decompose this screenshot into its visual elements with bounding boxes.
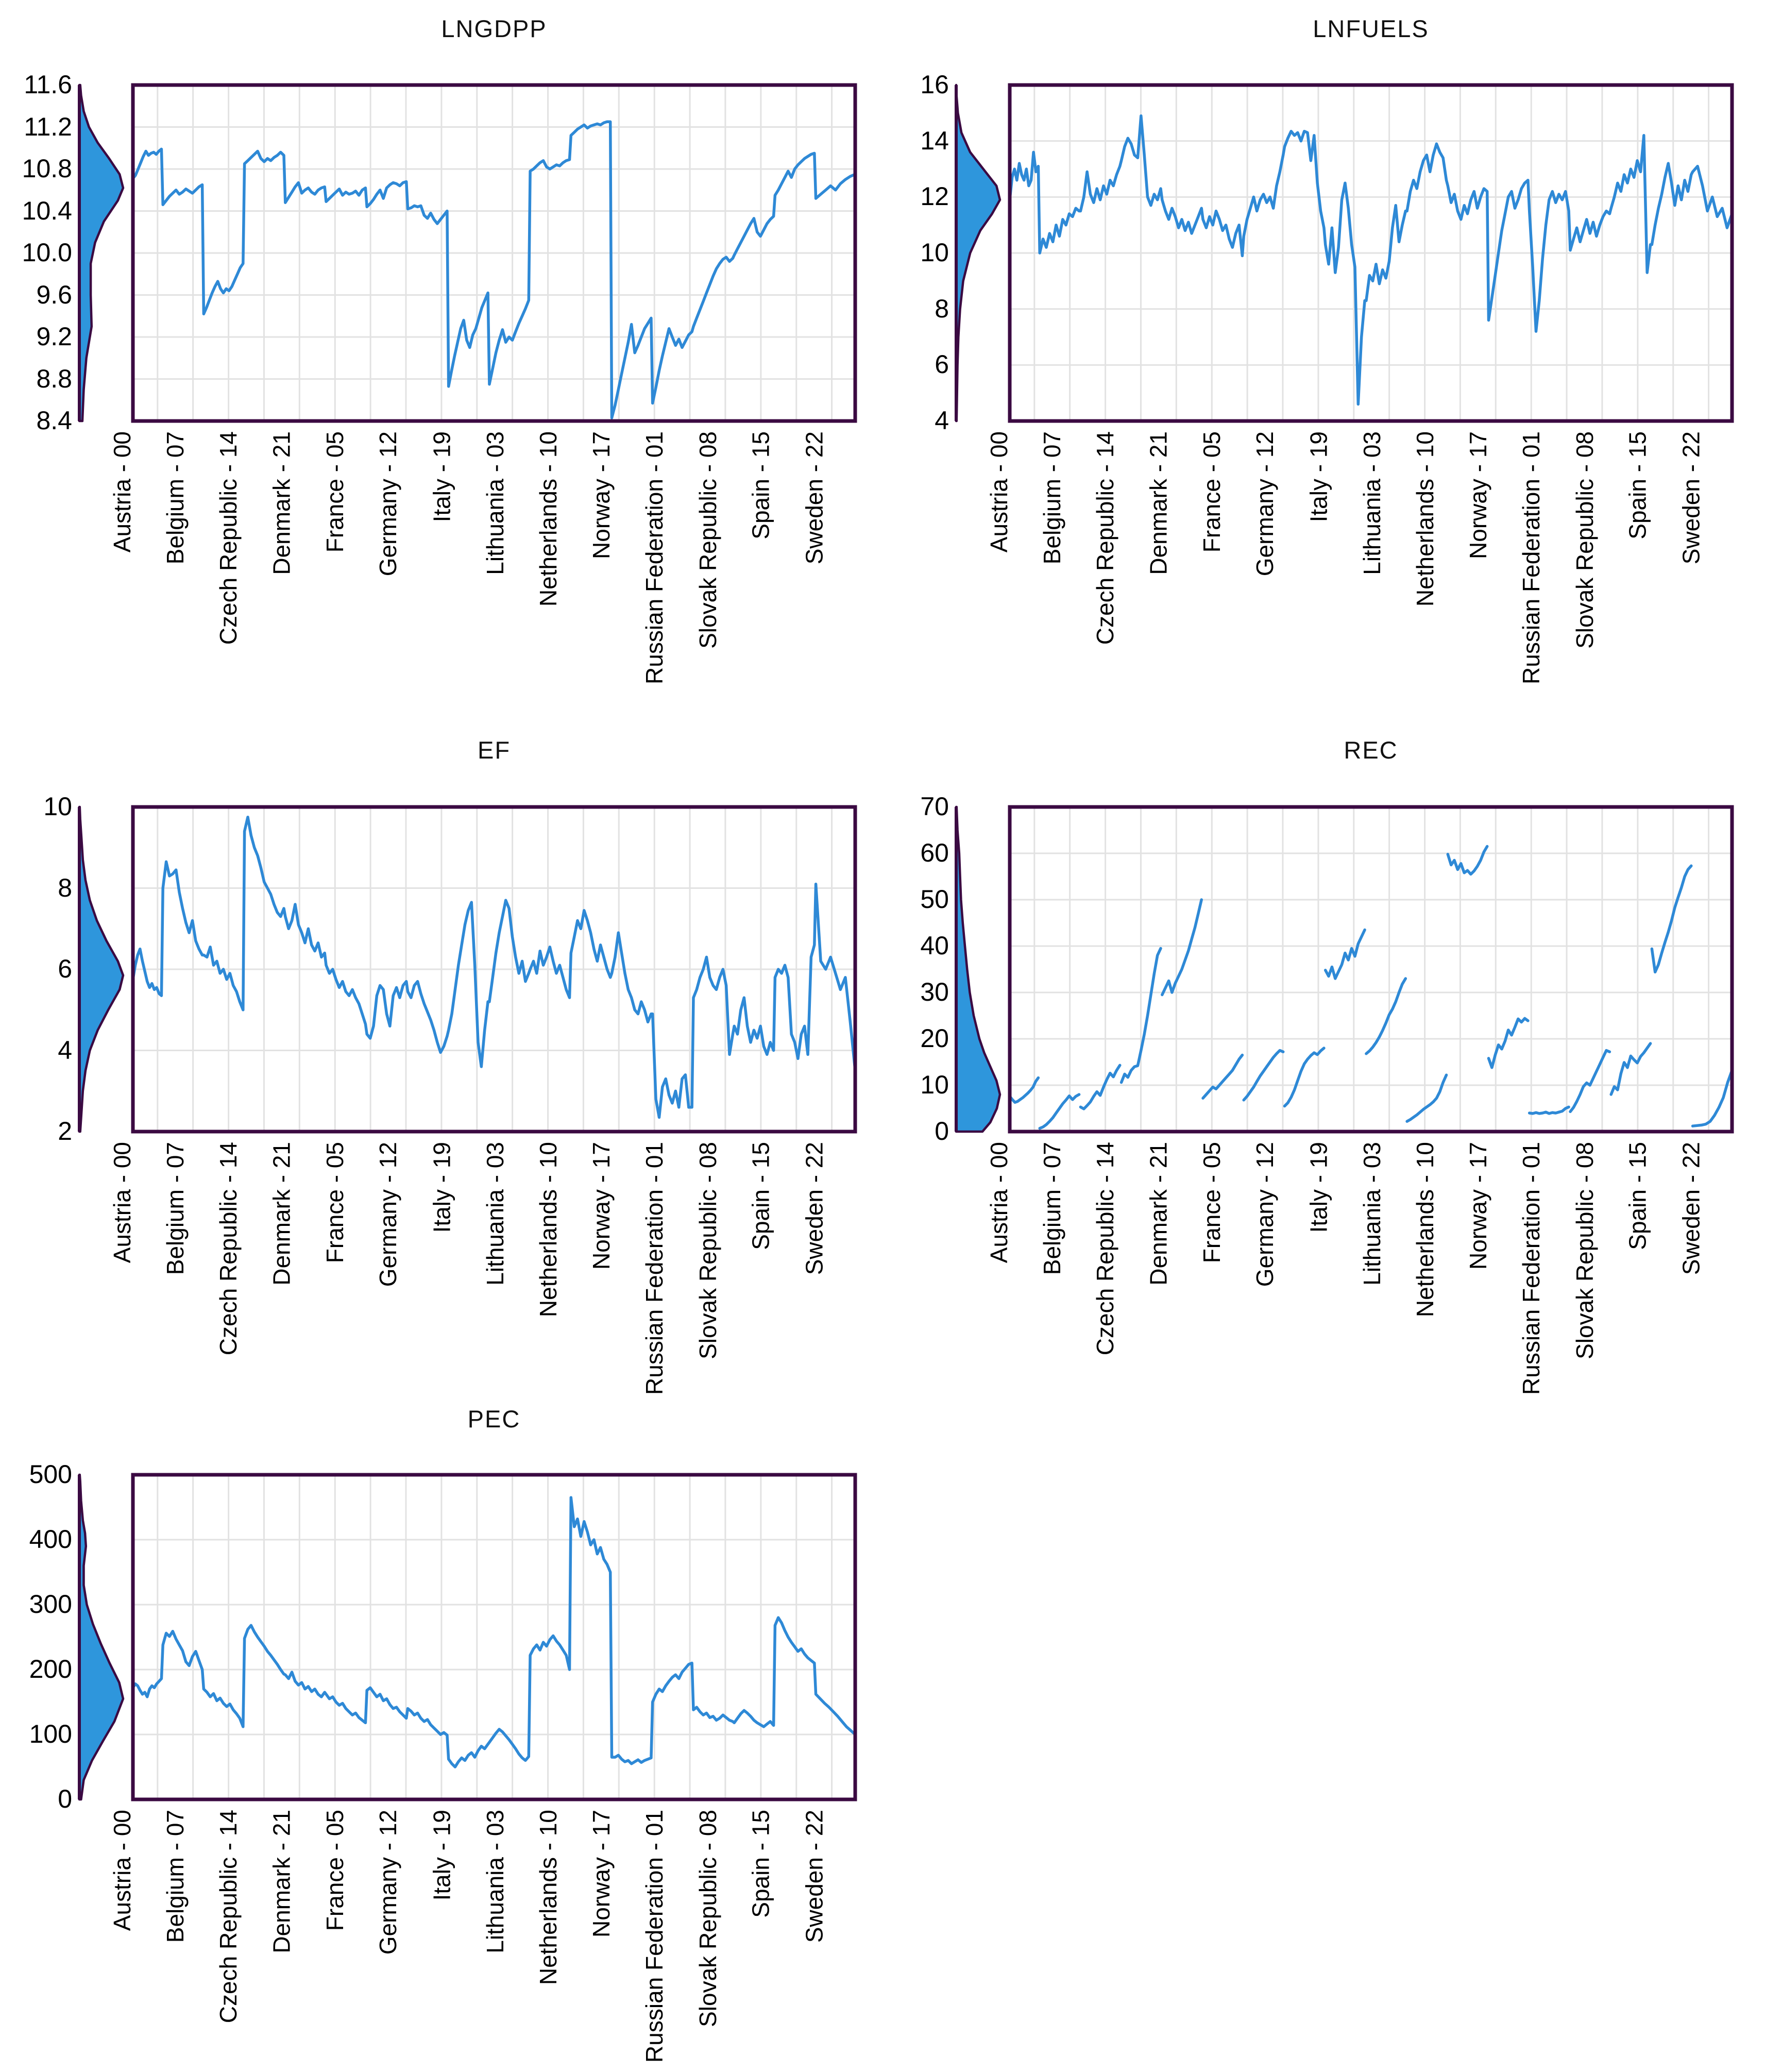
- y-tick-label: 400: [29, 1525, 72, 1554]
- y-tick-label: 30: [920, 978, 949, 1006]
- y-tick-label: 12: [920, 182, 949, 211]
- x-tick-label: Germany - 12: [375, 1810, 402, 1955]
- density-strip: [955, 805, 1002, 1133]
- y-tick-label: 11.2: [24, 112, 72, 141]
- y-tick-label: 8.4: [36, 406, 72, 435]
- y-tick-label: 4: [935, 406, 949, 435]
- y-tick-label: 8.8: [36, 364, 72, 393]
- chart-title-lnfuels: LNFUELS: [1313, 15, 1429, 42]
- x-tick-label: Spain - 15: [747, 1810, 774, 1918]
- chart-title-ef: EF: [477, 736, 511, 764]
- plot-area: [1008, 805, 1734, 1134]
- y-tick-label: 300: [29, 1590, 72, 1619]
- y-tick-label: 4: [58, 1035, 72, 1065]
- plot-area: [131, 1473, 857, 1801]
- chart-title-lngdpp: LNGDPP: [441, 15, 547, 42]
- y-tick-label: 0: [935, 1117, 949, 1146]
- y-tick-label: 6: [935, 350, 949, 379]
- y-tick-label: 20: [920, 1024, 949, 1053]
- density-strip: [78, 805, 125, 1133]
- y-tick-label: 10: [920, 238, 949, 267]
- y-tick-label: 10: [43, 792, 72, 821]
- y-tick-label: 16: [920, 70, 949, 99]
- x-tick-label: France - 05: [321, 1810, 349, 1931]
- plot-area: [131, 805, 857, 1134]
- x-tick-label: Slovak Republic - 08: [694, 1810, 721, 2027]
- x-tick-label: Austria - 00: [108, 1810, 135, 1931]
- y-tick-label: 100: [29, 1720, 72, 1748]
- x-tick-label: Russian Federation - 01: [641, 1810, 668, 2063]
- y-tick-label: 8: [935, 294, 949, 323]
- density-strip: [78, 83, 125, 423]
- y-tick-label: 500: [29, 1460, 72, 1489]
- chart-title-rec: REC: [1344, 736, 1398, 764]
- y-tick-label: 2: [58, 1117, 72, 1146]
- y-tick-label: 10: [920, 1070, 949, 1099]
- x-tick-label: Czech Republic - 14: [215, 1810, 242, 2024]
- x-tick-label: Italy - 19: [428, 1810, 455, 1901]
- y-tick-label: 14: [920, 126, 949, 155]
- x-tick-label: Sweden - 22: [801, 1810, 828, 1943]
- y-tick-label: 8: [58, 873, 72, 902]
- plot-area: [131, 83, 857, 423]
- y-tick-label: 9.6: [36, 280, 72, 309]
- y-tick-label: 11.6: [24, 70, 72, 99]
- y-tick-label: 9.2: [36, 322, 72, 351]
- y-tick-label: 0: [58, 1784, 72, 1813]
- y-tick-label: 50: [920, 885, 949, 914]
- x-tick-label: Denmark - 21: [268, 1810, 295, 1953]
- chart-title-pec: PEC: [467, 1405, 521, 1433]
- y-tick-label: 200: [29, 1655, 72, 1683]
- y-tick-label: 10.0: [22, 238, 72, 267]
- density-strip: [78, 1473, 125, 1801]
- x-tick-label: Norway - 17: [587, 1810, 615, 1938]
- plot-area: [1008, 83, 1734, 423]
- y-tick-label: 10.8: [22, 154, 72, 183]
- y-tick-label: 40: [920, 931, 949, 960]
- y-tick-label: 70: [920, 792, 949, 821]
- x-tick-label: Lithuania - 03: [481, 1810, 508, 1953]
- x-tick-label: Belgium - 07: [162, 1810, 189, 1943]
- density-strip: [955, 83, 1002, 423]
- y-tick-label: 10.4: [22, 196, 72, 225]
- x-tick-label: Netherlands - 10: [534, 1810, 562, 1985]
- y-tick-label: 6: [58, 954, 72, 983]
- y-tick-label: 60: [920, 838, 949, 867]
